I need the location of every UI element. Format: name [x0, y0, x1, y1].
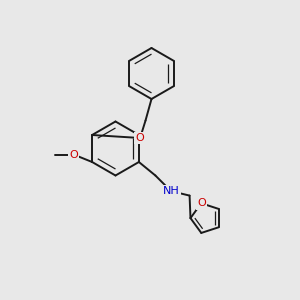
Text: O: O — [69, 149, 78, 160]
Text: O: O — [136, 133, 145, 143]
Text: O: O — [197, 198, 206, 208]
Text: NH: NH — [163, 186, 179, 196]
